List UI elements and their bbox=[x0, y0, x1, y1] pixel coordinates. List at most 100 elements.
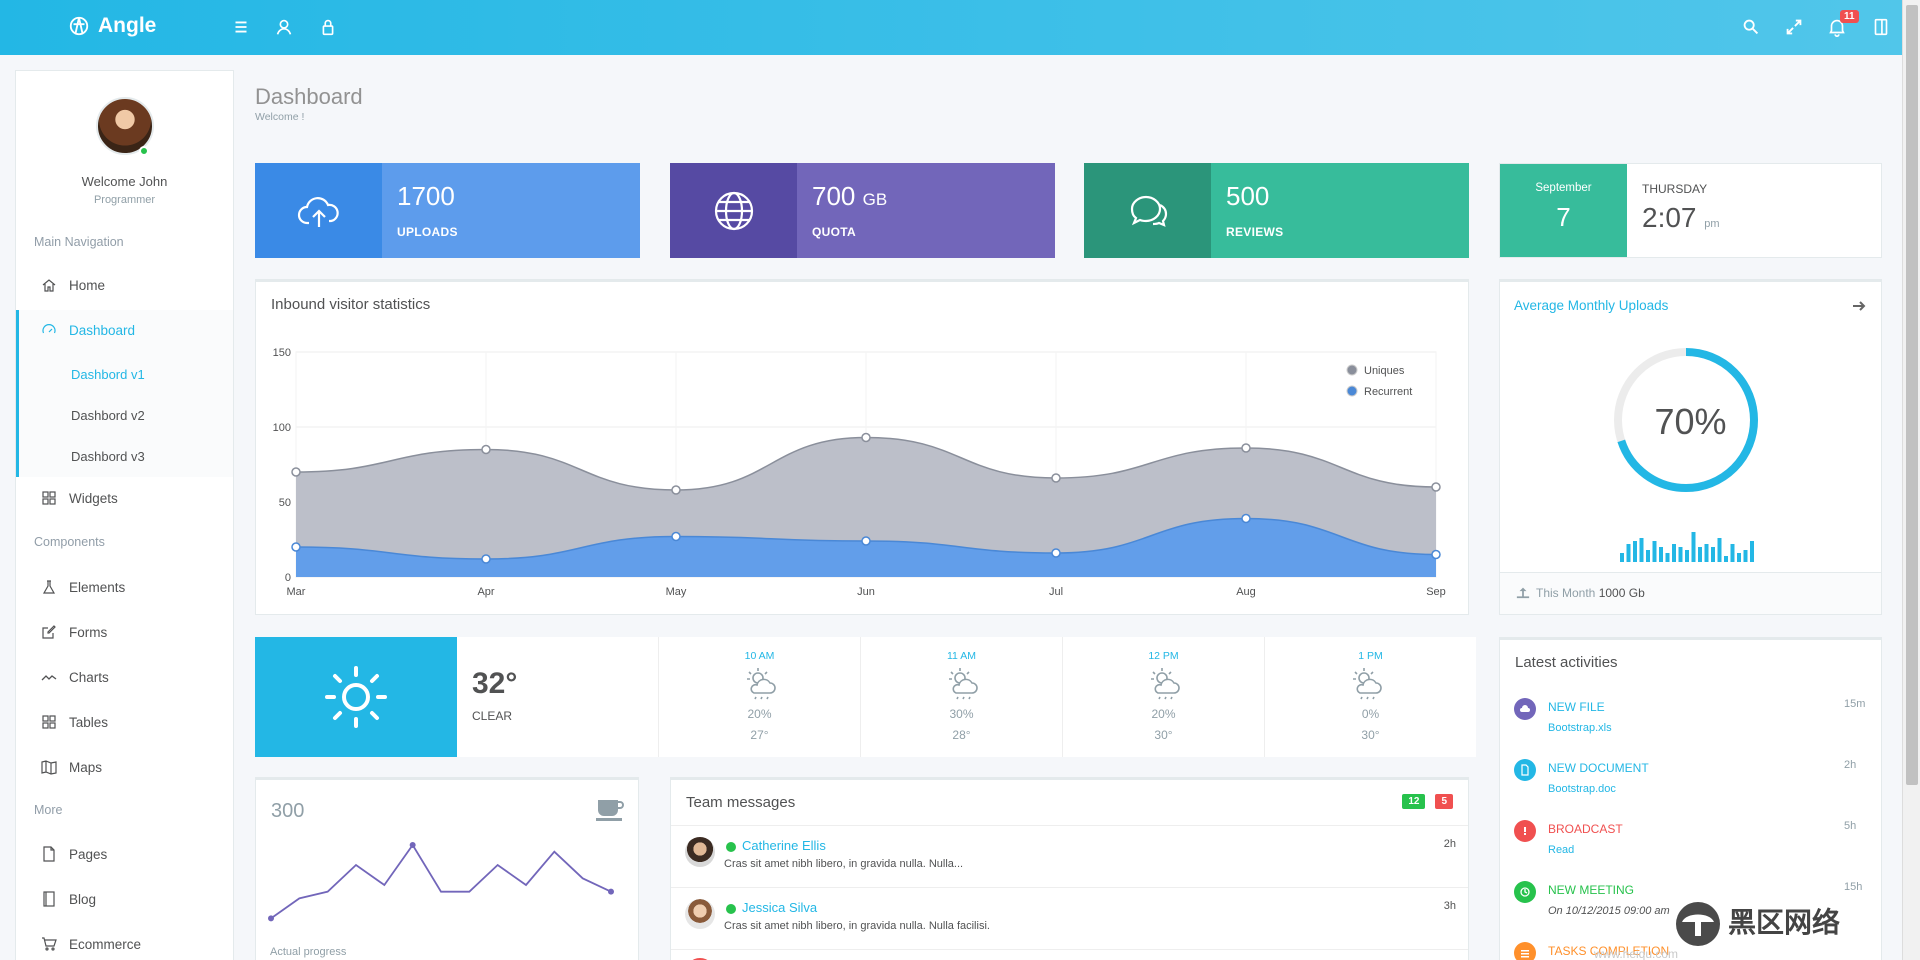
sidebar-item-home[interactable]: Home bbox=[16, 265, 233, 305]
sidebar-subitem-dashboard-v1[interactable]: Dashbord v1 bbox=[71, 367, 145, 382]
series-area-recurrent bbox=[296, 518, 1436, 577]
user-icon[interactable] bbox=[273, 16, 295, 38]
sidebar-item-pages[interactable]: Pages bbox=[16, 834, 233, 874]
data-point[interactable] bbox=[1431, 549, 1441, 560]
message-item[interactable]: Jessica Silva Cras sit amet nibh libero,… bbox=[671, 887, 1468, 949]
ring-progress bbox=[1614, 348, 1758, 492]
activity-title: TASKS COMPLETION bbox=[1548, 944, 1670, 958]
brand-logo[interactable]: Angle bbox=[68, 14, 156, 38]
arrow-right-icon[interactable] bbox=[1851, 298, 1867, 314]
watermark-logo: www.heiqu.com 黑区网络 bbox=[1593, 902, 1840, 960]
sidebar-item-charts[interactable]: Charts bbox=[16, 657, 233, 697]
data-point[interactable] bbox=[1241, 513, 1251, 524]
scrollbar-thumb[interactable] bbox=[1906, 5, 1918, 785]
comments-icon bbox=[1130, 195, 1167, 227]
welcome-text: Welcome John bbox=[81, 174, 168, 189]
data-point[interactable] bbox=[1051, 548, 1061, 558]
fullscreen-icon[interactable] bbox=[1783, 16, 1805, 38]
sidebar-item-label: Blog bbox=[69, 891, 97, 907]
sidebar-item-blog[interactable]: Blog bbox=[16, 879, 233, 919]
page-title: Dashboard bbox=[255, 84, 363, 109]
cloud-upload-icon bbox=[1514, 698, 1536, 720]
data-point[interactable] bbox=[1241, 443, 1251, 453]
page-scrollbar[interactable] bbox=[1902, 0, 1920, 960]
data-point[interactable] bbox=[1051, 473, 1061, 483]
data-point[interactable] bbox=[861, 432, 871, 443]
visitor-stats-panel: Inbound visitor statistics 0 50 100 150 Mar A… bbox=[255, 279, 1469, 615]
message-text: Cras sit amet nibh libero, in gravida nu… bbox=[724, 858, 964, 870]
sidebar-item-label: Elements bbox=[69, 579, 126, 595]
user-avatar[interactable] bbox=[96, 97, 154, 155]
data-point[interactable] bbox=[481, 444, 491, 455]
sidebar-item-forms[interactable]: Forms bbox=[16, 612, 233, 652]
sidebar-subitem-dashboard-v2[interactable]: Dashbord v2 bbox=[71, 408, 145, 423]
hour-temperature: 30° bbox=[1361, 728, 1380, 742]
table-icon bbox=[41, 714, 57, 730]
data-point[interactable] bbox=[291, 542, 301, 552]
clock-icon bbox=[1514, 881, 1536, 903]
activity-title: NEW FILE bbox=[1548, 700, 1605, 714]
top-navbar: Angle 11 bbox=[0, 0, 1902, 55]
spark-bar bbox=[1750, 541, 1754, 562]
cloud-sun-rain-icon bbox=[1147, 665, 1183, 701]
sidebar-item-elements[interactable]: Elements bbox=[16, 567, 233, 607]
home-icon bbox=[41, 277, 57, 293]
spark-bar bbox=[1678, 547, 1683, 562]
data-point[interactable] bbox=[861, 536, 871, 546]
weather-hour-4: 1 PM 0% 30° bbox=[1264, 637, 1476, 757]
hour-time: 10 AM bbox=[744, 650, 775, 662]
date-month: September bbox=[1535, 182, 1592, 194]
sidebar-item-dashboard[interactable]: Dashboard bbox=[16, 310, 233, 350]
doc-icon bbox=[41, 846, 57, 862]
legend-label: Recurrent bbox=[1364, 386, 1412, 398]
x-tick-label: Jul bbox=[1049, 586, 1063, 598]
legend-swatch bbox=[1346, 364, 1358, 376]
message-author[interactable]: Jessica Silva bbox=[742, 900, 818, 915]
progress-value: 300 bbox=[271, 800, 305, 822]
panel-title[interactable]: Average Monthly Uploads bbox=[1514, 298, 1669, 313]
avatar bbox=[685, 958, 715, 960]
sidebar-subitem-dashboard-v3[interactable]: Dashbord v3 bbox=[71, 449, 145, 464]
sidebar-item-widgets[interactable]: Widgets bbox=[16, 478, 233, 518]
menu-icon[interactable] bbox=[230, 16, 252, 38]
y-tick-label: 100 bbox=[273, 422, 291, 434]
lock-icon[interactable] bbox=[317, 16, 339, 38]
activity-subtitle[interactable]: On 10/12/2015 09:00 am bbox=[1548, 905, 1670, 917]
sidebar: Welcome John Programmer Main Navigation … bbox=[15, 70, 234, 960]
avatar bbox=[685, 899, 715, 929]
bell-icon[interactable] bbox=[1826, 16, 1848, 38]
spark-bar bbox=[1717, 538, 1722, 562]
activity-subtitle[interactable]: Bootstrap.doc bbox=[1548, 783, 1616, 795]
activity-subtitle[interactable]: Read bbox=[1548, 844, 1575, 856]
clock-time: 2:07 pm bbox=[1642, 202, 1720, 234]
sidebar-item-maps[interactable]: Maps bbox=[16, 747, 233, 787]
date-time-tile: September 7 THURSDAY 2:07 pm bbox=[1499, 163, 1882, 258]
globe-icon bbox=[714, 191, 753, 230]
message-author[interactable]: Catherine Ellis bbox=[742, 838, 826, 853]
offsidebar-toggle-icon[interactable] bbox=[1870, 16, 1892, 38]
data-point[interactable] bbox=[671, 531, 681, 542]
avg-uploads-panel: Average Monthly Uploads 70% This Month 1… bbox=[1499, 279, 1882, 615]
data-point[interactable] bbox=[481, 554, 491, 564]
sidebar-item-tables[interactable]: Tables bbox=[16, 702, 233, 742]
online-status-dot bbox=[726, 842, 736, 852]
data-point[interactable] bbox=[1431, 482, 1441, 492]
search-icon[interactable] bbox=[1740, 16, 1762, 38]
spark-bar bbox=[1691, 532, 1696, 562]
message-item[interactable]: Catherine Ellis Cras sit amet nibh liber… bbox=[671, 825, 1468, 887]
weather-current: 32° CLEAR bbox=[457, 637, 658, 757]
progress-label: Actual progress bbox=[270, 946, 347, 958]
data-point[interactable] bbox=[671, 485, 681, 495]
date-day: 7 bbox=[1556, 202, 1571, 232]
sidebar-item-ecommerce[interactable]: Ecommerce bbox=[16, 924, 233, 960]
grid-icon bbox=[41, 490, 57, 506]
message-item[interactable] bbox=[671, 949, 1468, 960]
upload-icon bbox=[1516, 585, 1530, 599]
data-point[interactable] bbox=[291, 467, 301, 477]
sidebar-item-label: Tables bbox=[69, 714, 109, 730]
badge-red: 5 bbox=[1435, 794, 1453, 809]
message-time: 3h bbox=[1443, 900, 1456, 912]
activity-time: 5h bbox=[1844, 820, 1857, 832]
notebook-icon bbox=[41, 891, 57, 907]
activity-subtitle[interactable]: Bootstrap.xls bbox=[1548, 722, 1612, 734]
